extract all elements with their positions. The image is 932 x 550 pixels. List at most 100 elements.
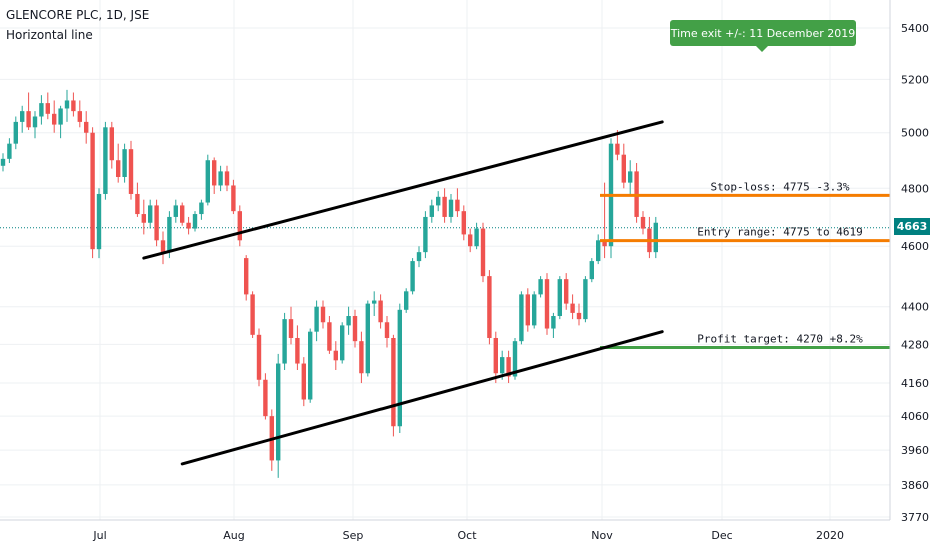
candle-body <box>237 211 242 241</box>
candle-body <box>429 205 434 217</box>
candle-body <box>493 337 498 374</box>
level-label: Stop-loss: 4775 -3.3% <box>710 180 849 193</box>
y-tick-label: 3860 <box>901 479 929 492</box>
candle-body <box>7 143 12 159</box>
candle-body <box>244 258 249 295</box>
candle-body <box>602 240 607 247</box>
candle-body <box>653 222 658 253</box>
candle-body <box>557 279 562 317</box>
callout-pointer <box>756 46 768 52</box>
candle-body <box>199 202 204 215</box>
candle-body <box>564 279 569 304</box>
y-tick-label: 4600 <box>901 240 929 253</box>
chart-grid <box>0 0 890 520</box>
candle-body <box>621 154 626 183</box>
x-tick-label: Jul <box>92 529 106 542</box>
y-tick-label: 5200 <box>901 73 929 86</box>
candle-body <box>544 279 550 329</box>
candle-body <box>640 216 646 229</box>
candle-body <box>487 276 492 338</box>
candle-body <box>192 214 198 229</box>
x-tick-label: Nov <box>591 529 613 542</box>
candle-body <box>372 300 377 304</box>
candle-body <box>442 196 447 217</box>
candle-body <box>436 196 441 206</box>
candle-body <box>359 341 364 374</box>
candle-body <box>378 300 383 323</box>
candle-body <box>96 193 102 250</box>
x-tick-label: Dec <box>711 529 732 542</box>
candle-body <box>525 294 530 326</box>
candle-body <box>474 228 479 247</box>
candle-body <box>58 108 63 125</box>
candle-body <box>103 127 108 194</box>
candle-body <box>109 127 114 161</box>
candle-body <box>410 261 415 292</box>
candle-body <box>320 306 326 323</box>
candle-body <box>141 214 146 223</box>
candle-body <box>218 171 223 186</box>
candle-body <box>397 309 402 427</box>
candle-body <box>45 103 50 114</box>
candle-body <box>256 334 262 380</box>
level-label: Profit target: 4270 +8.2% <box>697 333 863 346</box>
candle-body <box>532 294 537 326</box>
candle-body <box>404 291 409 310</box>
y-tick-label: 5000 <box>901 127 929 140</box>
time-exit-callout[interactable]: Time exit +/-: 11 December 2019 <box>670 20 856 46</box>
candle-body <box>391 337 396 427</box>
candle-body <box>333 350 338 361</box>
candle-body <box>352 316 358 342</box>
y-tick-label: 3770 <box>901 511 929 524</box>
candle-body <box>468 234 473 247</box>
candle-body <box>589 261 594 280</box>
candle-body <box>570 303 575 313</box>
horizontal-levels[interactable]: Stop-loss: 4775 -3.3% Entry range: 4775 t… <box>600 180 890 350</box>
candle-body <box>128 149 134 194</box>
candle-body <box>64 100 70 109</box>
y-tick-label: 4400 <box>901 301 929 314</box>
candle-body <box>148 205 153 223</box>
candle-body <box>596 240 601 262</box>
candle-body <box>250 294 255 335</box>
candle-body <box>167 216 172 253</box>
candle-body <box>212 160 217 186</box>
y-tick-label: 3960 <box>901 444 929 457</box>
x-tick-label: Aug <box>223 529 244 542</box>
candle-body <box>461 211 466 235</box>
candle-body <box>160 240 166 253</box>
y-tick-label: 4160 <box>901 377 929 390</box>
candle-body <box>308 331 313 400</box>
candle-body <box>282 319 287 364</box>
candle-body <box>84 121 89 133</box>
candle-body <box>26 111 31 128</box>
candle-body <box>13 121 18 144</box>
candle-body <box>314 306 319 332</box>
candle-body <box>71 100 76 112</box>
chart-title: GLENCORE PLC, 1D, JSE <box>6 8 150 22</box>
y-tick-label: 4060 <box>901 410 929 423</box>
candle-body <box>32 116 38 128</box>
candle-body <box>448 199 454 217</box>
trend-line <box>142 120 664 260</box>
candle-body <box>0 158 6 166</box>
trend-channel[interactable] <box>142 120 664 466</box>
candle-body <box>135 193 140 215</box>
candle-body <box>116 160 121 177</box>
candle-body <box>455 199 460 212</box>
candle-body <box>384 322 390 338</box>
candle-body <box>340 325 345 361</box>
candle-body <box>154 205 159 241</box>
candle-body <box>327 322 332 351</box>
candle-body <box>39 103 44 117</box>
candle-body <box>205 160 210 203</box>
candle-body <box>346 316 351 326</box>
candle-body <box>20 111 25 122</box>
candle-body <box>180 205 185 223</box>
candle-body <box>519 294 524 342</box>
candle-body <box>500 357 505 374</box>
candle-body <box>480 228 486 277</box>
candle-body <box>288 319 294 338</box>
x-tick-label: 2020 <box>816 529 844 542</box>
